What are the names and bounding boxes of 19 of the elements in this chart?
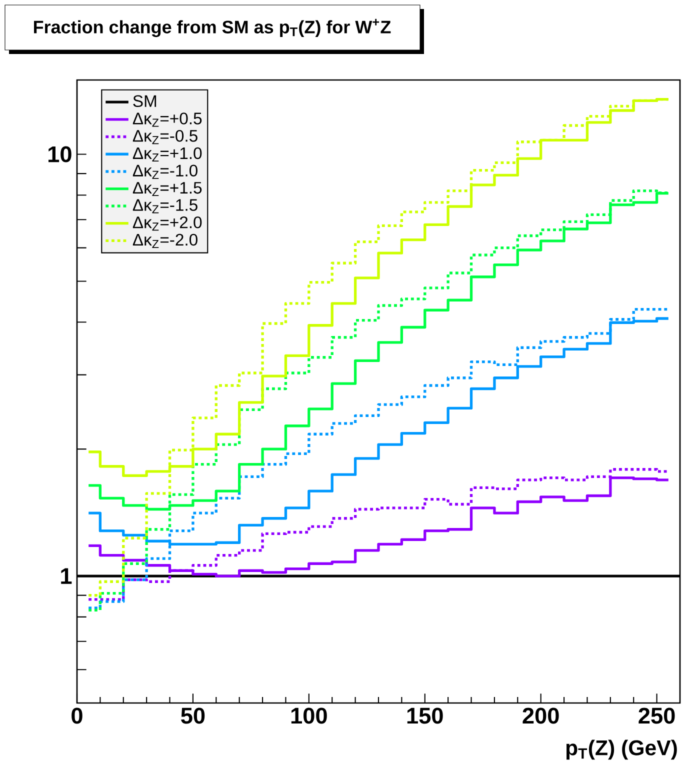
legend-label: Δκ$_{Z}$=+1.5 bbox=[132, 182, 202, 196]
legend-label: Δκ$_{Z}$=-1.5 bbox=[132, 199, 198, 214]
y-tick-label: 1 bbox=[61, 568, 72, 584]
x-tick-label: 50 bbox=[181, 708, 205, 724]
legend-label: Δκ$_{Z}$=+2.0 bbox=[132, 216, 202, 231]
chart-title: Fraction change from SM as p$_{T}$(Z) for W$^{+}$Z bbox=[34, 18, 391, 38]
legend-label: Δκ$_{Z}$=-1.0 bbox=[132, 164, 198, 179]
legend-label: SM bbox=[133, 95, 156, 108]
legend-label: Δκ$_{Z}$=-2.0 bbox=[132, 234, 198, 248]
x-tick-label: 0 bbox=[72, 708, 82, 724]
legend-label: Δκ$_{Z}$=-0.5 bbox=[132, 130, 198, 144]
y-tick-label: 10 bbox=[48, 146, 72, 162]
legend-label: Δκ$_{Z}$=+0.5 bbox=[132, 112, 202, 127]
legend-label: Δκ$_{Z}$=+1.0 bbox=[132, 147, 202, 162]
x-tick-label: 150 bbox=[407, 708, 443, 724]
x-axis-title: p$_{T}$(Z) (GeV) bbox=[566, 740, 677, 760]
x-tick-label: 250 bbox=[638, 708, 675, 724]
x-tick-label: 200 bbox=[522, 708, 559, 724]
x-tick-label: 100 bbox=[291, 708, 327, 724]
